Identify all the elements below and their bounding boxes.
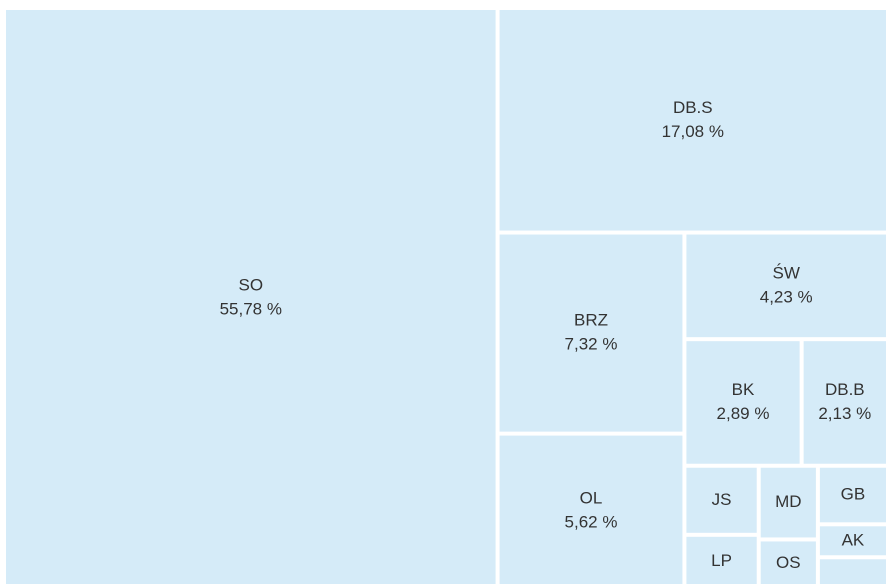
tile <box>499 234 683 432</box>
tile-label: BRZ <box>574 311 608 330</box>
tile <box>686 341 800 464</box>
tile <box>803 341 886 464</box>
tile <box>499 435 683 584</box>
tile-label: JS <box>712 490 732 509</box>
tile-value-label: 5,62 % <box>565 512 618 531</box>
tile-value-label: 2,89 % <box>717 404 770 423</box>
tile <box>819 526 886 556</box>
tile-value-label: 4,23 % <box>760 287 813 306</box>
tile-value-label: 2,13 % <box>818 404 871 423</box>
tile-label: OL <box>580 488 603 507</box>
tile <box>6 10 496 584</box>
tile-value-label: 17,08 % <box>662 122 724 141</box>
tile <box>819 467 886 523</box>
tile-value-label: 55,78 % <box>220 299 282 318</box>
tile-label: AK <box>842 530 865 549</box>
tile-label: MD <box>775 492 801 511</box>
tile <box>686 467 757 533</box>
tile-label: DB.B <box>825 380 865 399</box>
tile-label: BK <box>732 380 755 399</box>
tile <box>760 467 816 538</box>
tile <box>499 10 886 231</box>
tile-label: ŚW <box>773 263 800 282</box>
tile-label: DB.S <box>673 98 713 117</box>
tile <box>760 541 816 584</box>
tile <box>686 536 757 584</box>
tile-label: GB <box>841 485 866 504</box>
tile <box>686 234 886 338</box>
tile <box>819 559 886 584</box>
tile-label: OS <box>776 553 801 572</box>
tile-label: LP <box>711 551 732 570</box>
tile-label: SO <box>239 275 264 294</box>
tile-value-label: 7,32 % <box>565 335 618 354</box>
